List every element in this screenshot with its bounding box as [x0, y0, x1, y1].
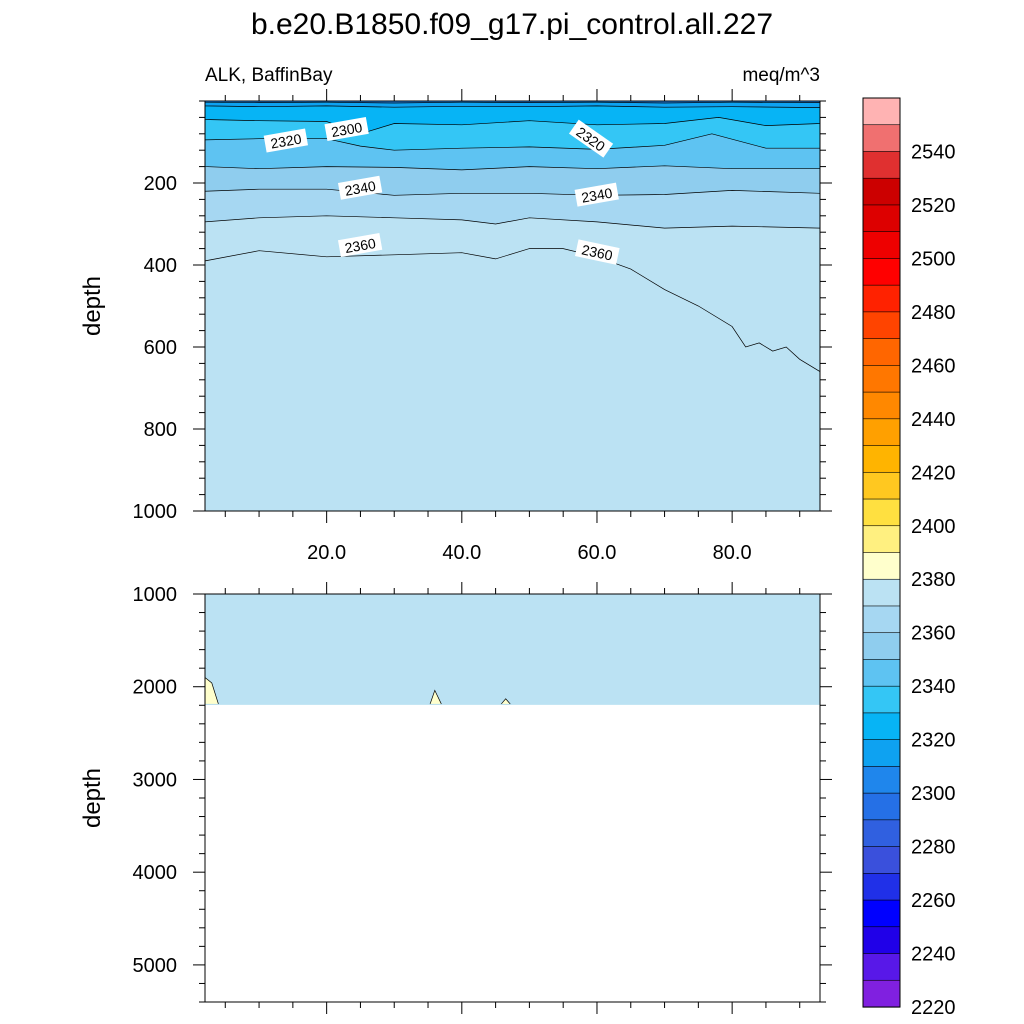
x-tick-label: 80.0: [713, 542, 752, 564]
colorbar-box: [862, 418, 901, 447]
contour-label: 2360: [343, 235, 377, 256]
y-tick-label: 3000: [133, 769, 178, 791]
x-tick-label: 60.0: [578, 542, 617, 564]
colorbar-box: [862, 124, 901, 153]
colorbar-box: [862, 899, 901, 928]
colorbar-label: 2280: [911, 837, 956, 859]
colorbar-label: 2380: [911, 569, 956, 591]
colorbar-box: [862, 632, 901, 661]
y-tick-label: 800: [144, 419, 177, 441]
contour-label-box: [575, 239, 620, 265]
contour-label: 2360: [580, 241, 614, 263]
x-tick-label: 40.0: [442, 542, 481, 564]
colorbar-label: 2400: [911, 516, 956, 538]
colorbar-box: [862, 258, 901, 286]
x-tick-label: 20.0: [307, 542, 346, 564]
colorbar-label: 2540: [911, 142, 956, 164]
y-tick-label: 200: [144, 173, 177, 195]
colorbar-box: [862, 819, 901, 848]
colorbar-box: [862, 525, 901, 554]
contour-label-box: [263, 128, 308, 153]
y-tick-label: 1000: [133, 584, 178, 606]
colorbar-box: [862, 605, 901, 634]
colorbar-box: [862, 979, 901, 1008]
colorbar-box: [862, 284, 901, 313]
right-subtitle: meq/m^3: [742, 65, 820, 86]
colorbar-box: [862, 685, 901, 714]
chart-title: b.e20.B1850.f09_g17.pi_control.all.227: [251, 8, 773, 41]
colorbar-box: [862, 151, 901, 179]
colorbar-box: [862, 712, 901, 741]
y-tick-label: 1000: [133, 501, 178, 523]
band-fill-lower: [205, 594, 820, 705]
colorbar-label: 2240: [911, 944, 956, 966]
y-tick-label: 5000: [133, 955, 178, 977]
colorbar-label: 2300: [911, 783, 956, 805]
y-tick-label: 600: [144, 337, 177, 359]
colorbar-label: 2420: [911, 462, 956, 484]
colorbar-box: [862, 471, 901, 500]
colorbar-frame: [862, 97, 901, 1008]
plot-frame: [204, 100, 821, 512]
left-subtitle: ALK, BaffinBay: [205, 65, 333, 86]
colorbar-box: [862, 552, 901, 580]
contour-label: 2340: [580, 184, 614, 205]
colorbar-label: 2480: [911, 302, 956, 324]
colorbar-label: 2320: [911, 730, 956, 752]
colorbar-label: 2520: [911, 195, 956, 217]
contour-label-box: [337, 233, 383, 258]
colorbar-box: [862, 766, 901, 794]
contour-label-box: [568, 119, 614, 158]
colorbar-box: [862, 177, 901, 206]
colorbar-box: [862, 231, 901, 260]
colorbar-label: 2460: [911, 355, 956, 377]
colorbar-box: [862, 97, 901, 126]
y-tick-label: 4000: [133, 862, 178, 884]
colorbar-box: [862, 365, 901, 393]
contour-label-group: 2360: [337, 233, 383, 258]
colorbar-label: 2440: [911, 409, 956, 431]
y-tick-label: 400: [144, 255, 177, 277]
colorbar-box: [862, 445, 901, 473]
colorbar-box: [862, 578, 901, 607]
colorbar-box: [862, 739, 901, 767]
colorbar-box: [862, 659, 901, 687]
colorbar-box: [862, 873, 901, 901]
colorbar-box: [862, 338, 901, 366]
colorbar-box: [862, 792, 901, 821]
colorbar-label: 2360: [911, 623, 956, 645]
contour-label-box: [574, 182, 619, 207]
colorbar: 2540 2520 2500 2480 2460 2440 2420 2400 2380 2360…: [862, 97, 956, 1019]
y-tick-label: 2000: [133, 677, 178, 699]
lower-plot-panel: 1000 2000 3000 4000 5000 depth: [79, 582, 832, 1014]
colorbar-label: 2220: [911, 997, 956, 1019]
contour-label-group: 2360: [575, 239, 620, 265]
y-axis-label: depth: [79, 768, 106, 828]
contour-label-box: [324, 117, 369, 142]
contour-label: 2320: [269, 130, 303, 151]
colorbar-box: [862, 204, 901, 233]
contour-label-group: 2340: [574, 182, 619, 207]
contour-label-group: 2320: [263, 128, 308, 153]
colorbar-box: [862, 311, 901, 340]
contour-label: 2300: [330, 119, 364, 140]
colorbar-box: [862, 926, 901, 955]
contour-label-box: [337, 175, 383, 200]
contour-label-group: 2340: [337, 175, 383, 200]
colorbar-label: 2340: [911, 676, 956, 698]
colorbar-box: [862, 846, 901, 874]
colorbar-label: 2500: [911, 248, 956, 270]
colorbar-box: [862, 391, 901, 420]
contour-label-group: 2300: [324, 117, 369, 142]
colorbar-box: [862, 498, 901, 527]
contour-label: 2340: [343, 178, 377, 199]
colorbar-box: [862, 953, 901, 981]
colorbar-label: 2260: [911, 890, 956, 912]
y-axis-label: depth: [79, 276, 106, 336]
